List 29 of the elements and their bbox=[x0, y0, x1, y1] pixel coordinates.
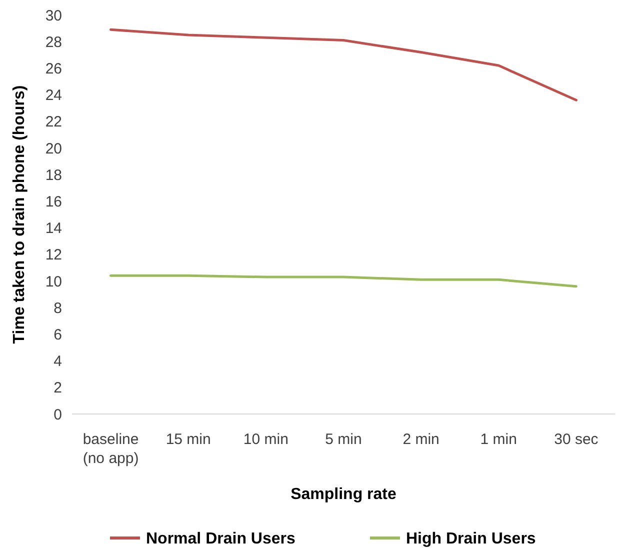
y-axis-title: Time taken to drain phone (hours) bbox=[11, 85, 28, 344]
y-tick-label: 30 bbox=[45, 7, 62, 24]
y-tick-label: 20 bbox=[45, 140, 62, 158]
x-tick-label: 1 min bbox=[480, 431, 517, 448]
x-tick-label: 2 min bbox=[402, 431, 440, 448]
y-tick-label: 14 bbox=[45, 220, 62, 238]
y-tick-label: 10 bbox=[45, 273, 62, 290]
y-tick-label: 8 bbox=[54, 300, 62, 317]
legend-label: High Drain Users bbox=[406, 530, 536, 548]
x-tick-label: 15 min bbox=[166, 431, 211, 448]
line-series bbox=[110, 28, 578, 102]
x-tick-label: baseline (no app) bbox=[82, 431, 139, 467]
y-tick-label: 22 bbox=[45, 114, 62, 131]
x-axis-title: Sampling rate bbox=[290, 486, 396, 503]
legend-label: Normal Drain Users bbox=[146, 530, 296, 548]
y-tick-label: 28 bbox=[45, 34, 62, 51]
y-tick-label: 24 bbox=[45, 87, 62, 104]
y-tick-label: 6 bbox=[54, 326, 62, 344]
x-tick-label: 5 min bbox=[325, 431, 362, 448]
y-tick-label: 2 bbox=[54, 380, 62, 397]
y-tick-label: 18 bbox=[45, 166, 62, 184]
x-tick-label: 10 min bbox=[243, 431, 288, 448]
y-tick-label: 0 bbox=[54, 406, 62, 424]
line-series bbox=[110, 274, 578, 288]
y-tick-label: 4 bbox=[54, 353, 62, 370]
y-tick-label: 12 bbox=[45, 246, 62, 264]
x-tick-label: 30 sec bbox=[554, 431, 599, 448]
y-tick-label: 16 bbox=[45, 193, 62, 210]
y-tick-label: 26 bbox=[45, 60, 62, 78]
